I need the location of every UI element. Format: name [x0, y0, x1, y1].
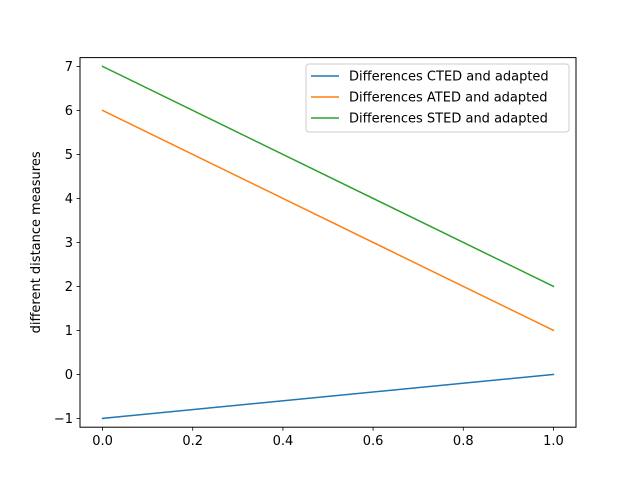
y-tick-label: 2: [65, 280, 73, 295]
x-tick-label: 0.4: [273, 434, 294, 449]
y-tick-label: 0: [65, 368, 73, 383]
y-tick-label: 1: [65, 324, 73, 339]
y-tick-label: 7: [65, 60, 73, 75]
x-tick-label: 1.0: [543, 434, 564, 449]
legend-label: Differences STED and adapted: [349, 112, 548, 127]
x-tick-label: 0.6: [363, 434, 384, 449]
legend: Differences CTED and adapted Differences …: [305, 63, 570, 133]
legend-box: [305, 63, 570, 133]
y-tick-label: 4: [65, 192, 73, 207]
series-layer: [101, 65, 555, 420]
y-tick-label: 6: [65, 104, 73, 119]
series-line-2: [101, 109, 555, 332]
series-line-1: [101, 373, 555, 420]
x-tick-label: 0.8: [453, 434, 474, 449]
series-line-3: [101, 65, 555, 288]
legend-label: Differences ATED and adapted: [349, 91, 547, 106]
y-axis: −1 0 1 2 3 4 5 6 7: [54, 60, 80, 427]
legend-label: Differences CTED and adapted: [349, 70, 549, 85]
x-tick-label: 0.2: [182, 434, 203, 449]
y-tick-label: −1: [54, 412, 73, 427]
y-tick-label: 5: [65, 148, 73, 163]
x-tick-label: 0.0: [92, 434, 113, 449]
x-axis: 0.0 0.2 0.4 0.6 0.8 1.0: [92, 427, 564, 449]
y-axis-label: different distance measures: [29, 151, 44, 333]
y-tick-label: 3: [65, 236, 73, 251]
